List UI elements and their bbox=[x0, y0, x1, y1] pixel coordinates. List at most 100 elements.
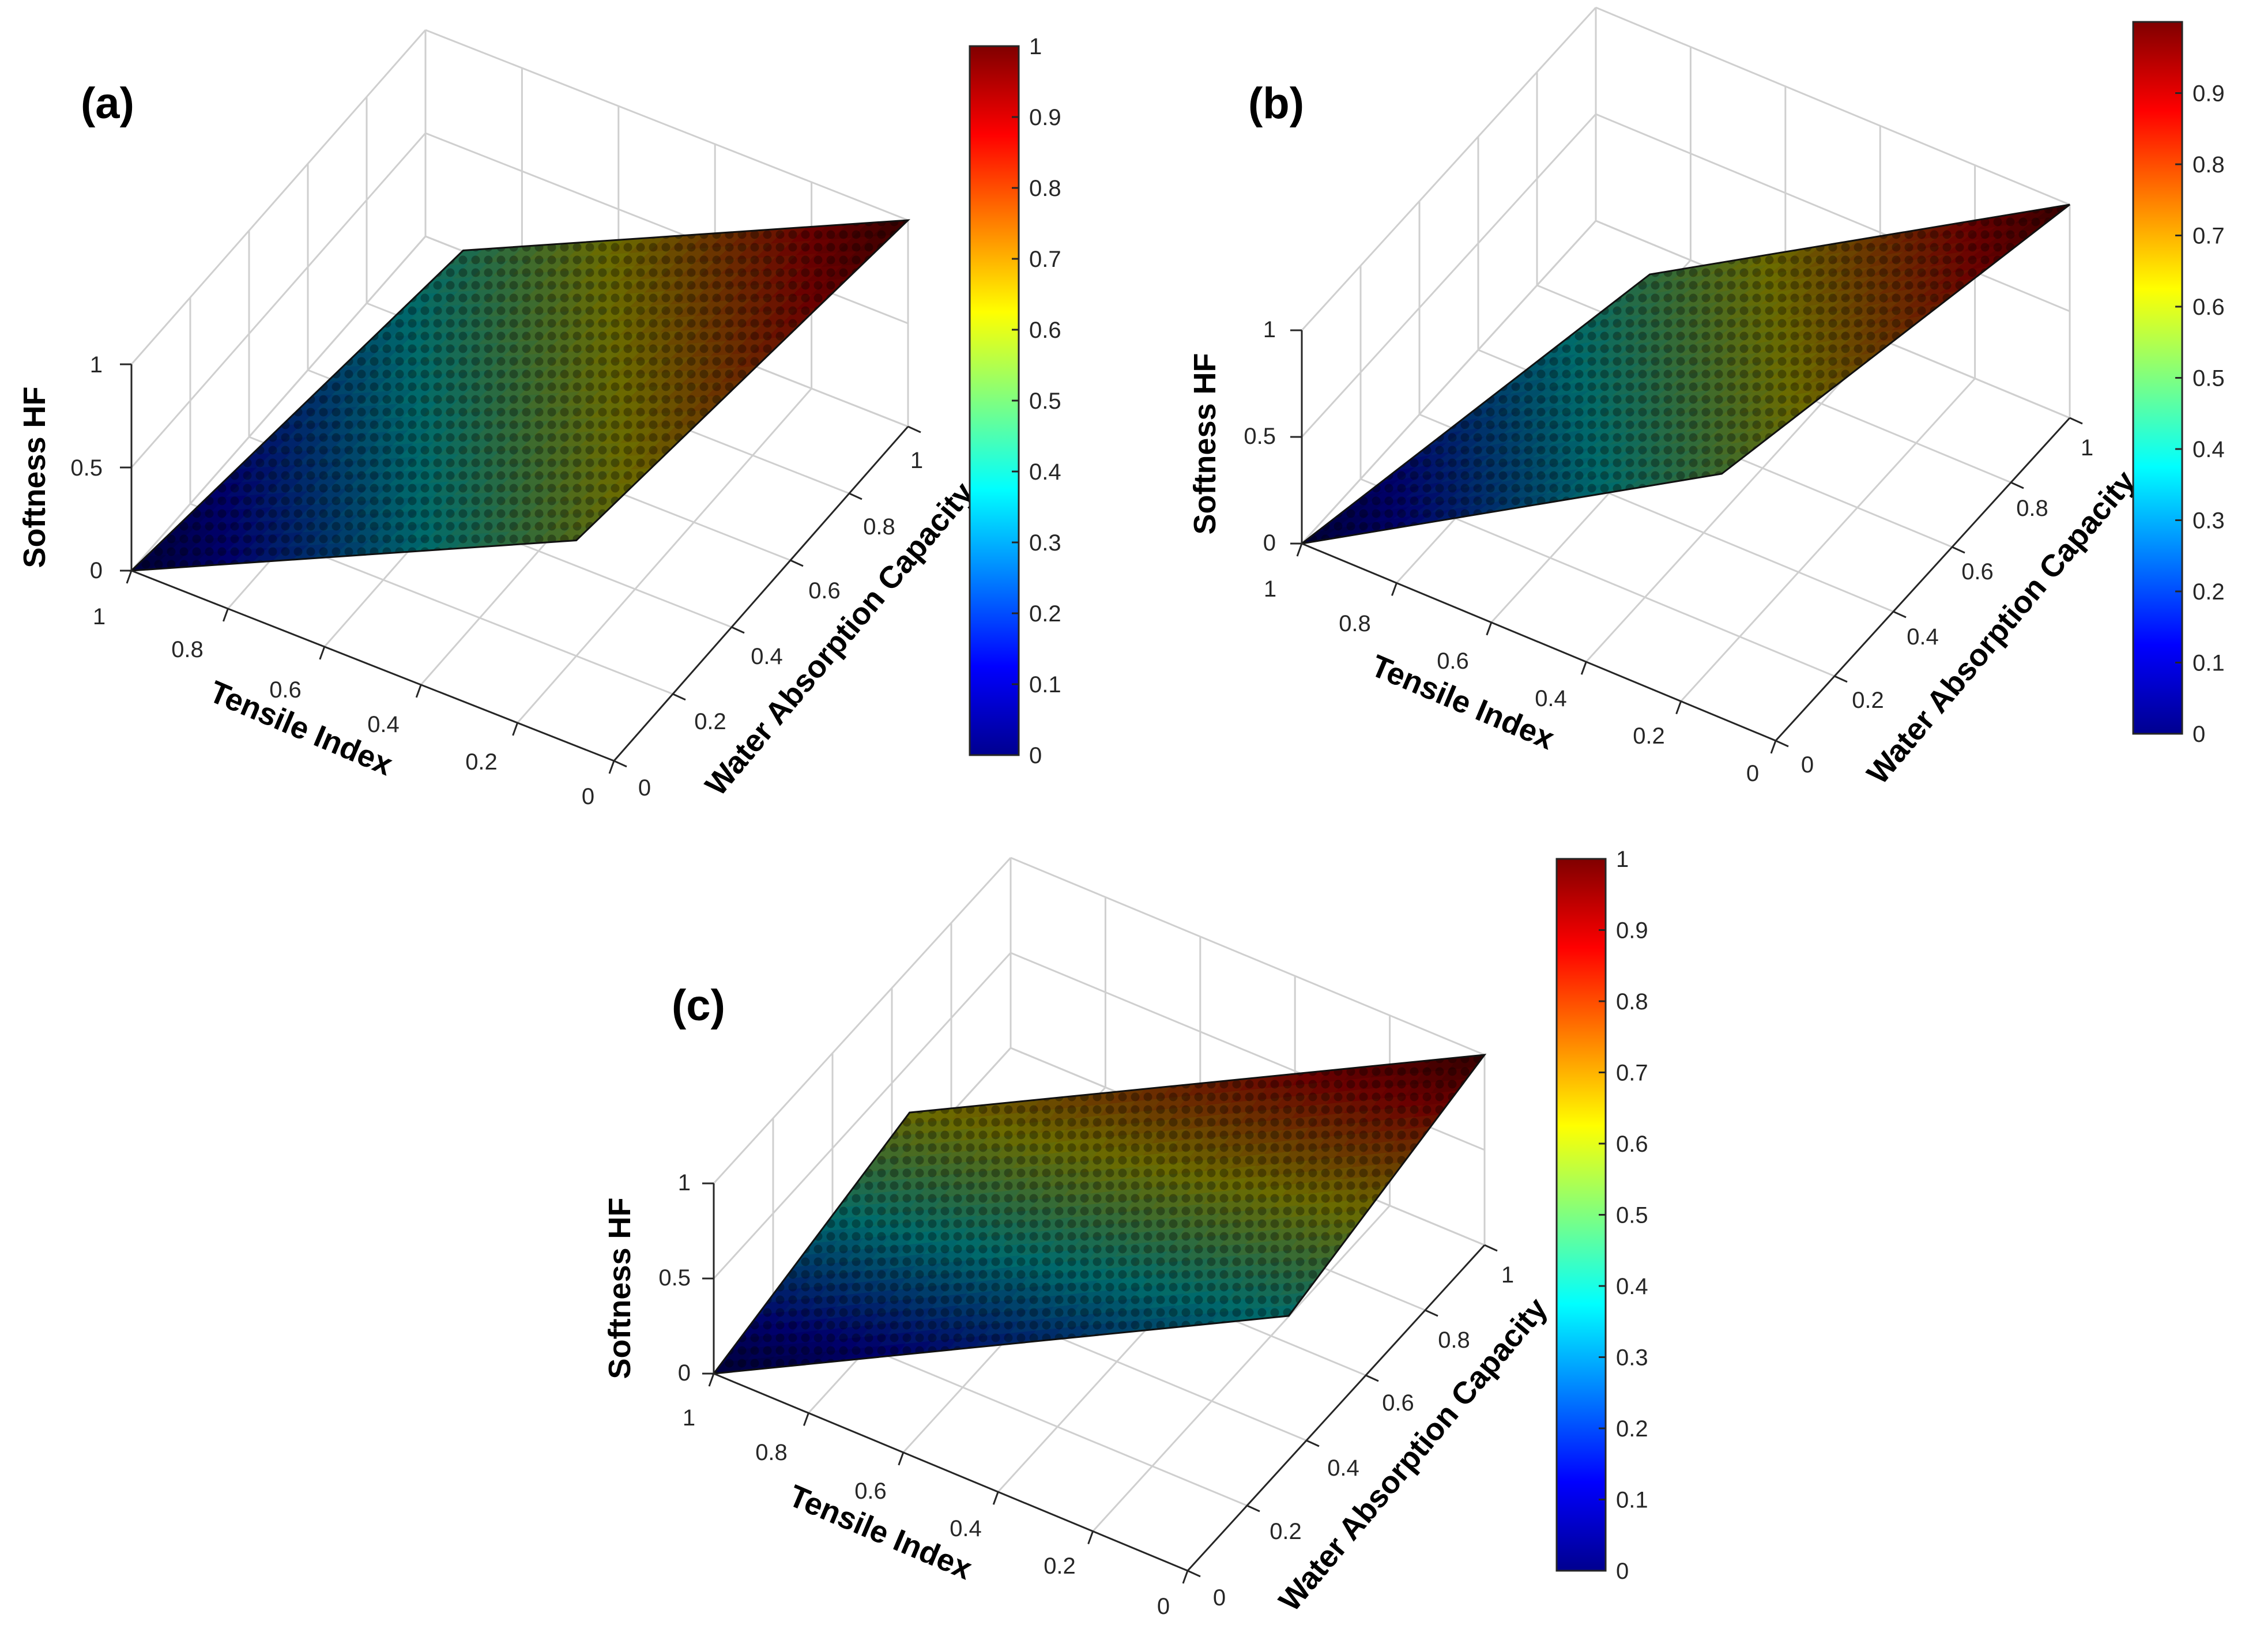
panel-c-x-tick-1: 1 bbox=[683, 1405, 695, 1431]
colorbar-tick-label: 0.7 bbox=[1029, 247, 1061, 272]
x-axis-line bbox=[713, 1372, 1188, 1572]
y-tick-mark bbox=[1187, 1570, 1201, 1578]
panel-a-x-tick-0-4: 0.4 bbox=[367, 712, 400, 737]
panel-a-x-tick-0: 0 bbox=[582, 784, 594, 809]
y-axis-line bbox=[1186, 1244, 1486, 1572]
panel-a-label: (a) bbox=[81, 79, 134, 128]
colorbar-tick-label: 0.1 bbox=[1029, 672, 1061, 697]
y-tick-mark bbox=[849, 492, 862, 500]
panel-a-tick-marks bbox=[120, 363, 921, 774]
floor-grid-line bbox=[1092, 1205, 1391, 1532]
panel-c-colorbar: 0 0.1 0.2 0.3 0.4 0.5 0.6 0.7 0.8 0.9 1 bbox=[1555, 847, 1648, 1584]
x-tick-mark bbox=[1182, 1570, 1189, 1584]
colorbar-tick-label: 0.2 bbox=[1029, 601, 1061, 627]
y-tick-mark bbox=[1365, 1374, 1379, 1382]
panel-b-y-tick-0-6: 0.6 bbox=[1961, 559, 1994, 584]
x-tick-mark bbox=[1675, 701, 1682, 715]
y-tick-mark bbox=[2010, 481, 2024, 489]
colorbar-tick-label: 0.7 bbox=[2193, 224, 2225, 249]
panel-c-ylabel: Water Absorption Capacity bbox=[1272, 1291, 1554, 1617]
panel-b-x-tick-0-6: 0.6 bbox=[1437, 648, 1469, 674]
panel-b-ylabel: Water Absorption Capacity bbox=[1860, 464, 2142, 790]
colorbar-tick-label: 0.3 bbox=[1616, 1345, 1648, 1371]
y-tick-mark bbox=[1834, 675, 1848, 683]
y-tick-mark bbox=[1952, 546, 1965, 554]
panel-b-surface bbox=[1301, 203, 2070, 545]
panel-b-x-tick-0-4: 0.4 bbox=[1535, 686, 1567, 711]
panel-b-x-tick-1: 1 bbox=[1264, 576, 1276, 602]
panel-b-x-tick-0-2: 0.2 bbox=[1633, 723, 1665, 749]
panel-b-y-tick-0-2: 0.2 bbox=[1852, 688, 1884, 713]
back-wall-grid-line bbox=[1301, 220, 1597, 545]
back-wall-grid-line bbox=[130, 133, 427, 468]
y-tick-mark bbox=[1306, 1439, 1320, 1447]
panel-b-x-tick-0-8: 0.8 bbox=[1339, 611, 1371, 636]
colorbar-tick-label: 0.9 bbox=[1616, 918, 1648, 944]
panel-a-colorbar: 0 0.1 0.2 0.3 0.4 0.5 0.6 0.7 0.8 0.9 1 bbox=[969, 34, 1061, 768]
colorbar-tick-label: 0.6 bbox=[1029, 318, 1061, 343]
panel-b-colorbar: 0 0.1 0.2 0.3 0.4 0.5 0.6 0.7 0.8 0.9 bbox=[2132, 21, 2225, 747]
panel-a-x-tick-0-8: 0.8 bbox=[171, 637, 204, 662]
y-tick-mark bbox=[672, 693, 686, 701]
panel-b-y-tick-0-8: 0.8 bbox=[2016, 496, 2048, 521]
panel-c-tick-marks bbox=[702, 1182, 1498, 1584]
surface-mesh-overlay bbox=[711, 1054, 1487, 1375]
colorbar-tick-label: 0.4 bbox=[2193, 437, 2225, 462]
floor-grid-line bbox=[517, 388, 812, 723]
back-wall-grid-line bbox=[1301, 6, 1597, 331]
y-axis-line bbox=[613, 426, 909, 761]
colorbar-tick-label: 0.3 bbox=[1029, 530, 1061, 556]
colorbar-tick-label: 0.3 bbox=[2193, 508, 2225, 534]
panel-c-x-tick-0-6: 0.6 bbox=[854, 1478, 887, 1504]
colorbar-tick-label: 0.5 bbox=[2193, 366, 2225, 391]
floor-grid-line bbox=[1585, 338, 1881, 663]
colorbar-tick-label: 0 bbox=[1616, 1559, 1629, 1584]
panel-a-x-tick-0-2: 0.2 bbox=[465, 749, 498, 775]
y-axis-line bbox=[1775, 417, 2071, 742]
x-tick-mark bbox=[512, 722, 519, 736]
surface-mesh-overlay bbox=[129, 219, 910, 572]
colorbar-tick-label: 0.5 bbox=[1616, 1203, 1648, 1228]
panel-a-z-tick-0: 0 bbox=[90, 558, 103, 583]
panel-b-y-tick-0: 0 bbox=[1801, 752, 1814, 778]
colorbar-tick-label: 0.8 bbox=[1616, 989, 1648, 1014]
panel-c-axes-box bbox=[713, 857, 1486, 1572]
x-tick-mark bbox=[319, 646, 326, 660]
x-tick-mark bbox=[1486, 622, 1493, 636]
x-axis-line bbox=[1301, 542, 1776, 742]
back-wall-grid-line bbox=[1595, 6, 2070, 206]
panel-c-y-tick-0: 0 bbox=[1213, 1585, 1226, 1610]
panel-c-y-tick-0-6: 0.6 bbox=[1382, 1390, 1414, 1416]
panel-a-y-tick-1: 1 bbox=[910, 448, 923, 473]
floor-grid-line bbox=[1680, 378, 1976, 702]
panel-a-ylabel: Water Absorption Capacity bbox=[699, 476, 981, 802]
colorbar-tick-label: 0.9 bbox=[2193, 81, 2225, 107]
surface-mesh-overlay bbox=[1301, 203, 2070, 545]
panel-b-z-tick-2: 1 bbox=[1263, 317, 1276, 342]
colorbar-tick-label: 0.1 bbox=[1616, 1488, 1648, 1513]
panel-a-y-tick-0-8: 0.8 bbox=[863, 514, 895, 540]
panel-c: (c) 0 0.5 1 1 0.8 0.6 0.4 0.2 0 0 0.2 0.… bbox=[602, 847, 1648, 1619]
y-tick-mark bbox=[1246, 1504, 1260, 1513]
x-tick-mark bbox=[222, 608, 229, 622]
panel-c-y-tick-0-2: 0.2 bbox=[1270, 1519, 1302, 1544]
panel-c-surface bbox=[711, 1054, 1487, 1375]
x-tick-mark bbox=[1391, 582, 1398, 596]
back-wall-grid-line bbox=[1010, 857, 1485, 1056]
panel-c-z-tick-0: 0 bbox=[678, 1360, 691, 1386]
x-tick-mark bbox=[126, 570, 133, 584]
panel-c-y-tick-0-8: 0.8 bbox=[1438, 1327, 1470, 1353]
panel-b-colorbar-bar bbox=[2132, 21, 2183, 735]
colorbar-tick-label: 0 bbox=[1029, 743, 1042, 768]
panel-c-y-tick-0-4: 0.4 bbox=[1327, 1455, 1359, 1481]
colorbar-tick-label: 0.2 bbox=[2193, 579, 2225, 605]
y-tick-mark bbox=[1893, 610, 1907, 618]
panel-a-colorbar-bar bbox=[969, 45, 1020, 756]
colorbar-tick-label: 0.8 bbox=[1029, 176, 1061, 201]
y-tick-mark bbox=[1775, 740, 1789, 748]
panel-a: (a) 0 0.5 1 1 0.8 0.6 0.4 0.2 0 0 0.2 0.… bbox=[17, 29, 1061, 809]
panel-a-y-tick-0: 0 bbox=[638, 775, 651, 801]
back-wall-grid-line bbox=[1595, 113, 2070, 312]
back-wall-grid-line bbox=[1301, 113, 1597, 438]
panel-c-x-tick-0-8: 0.8 bbox=[755, 1440, 788, 1465]
